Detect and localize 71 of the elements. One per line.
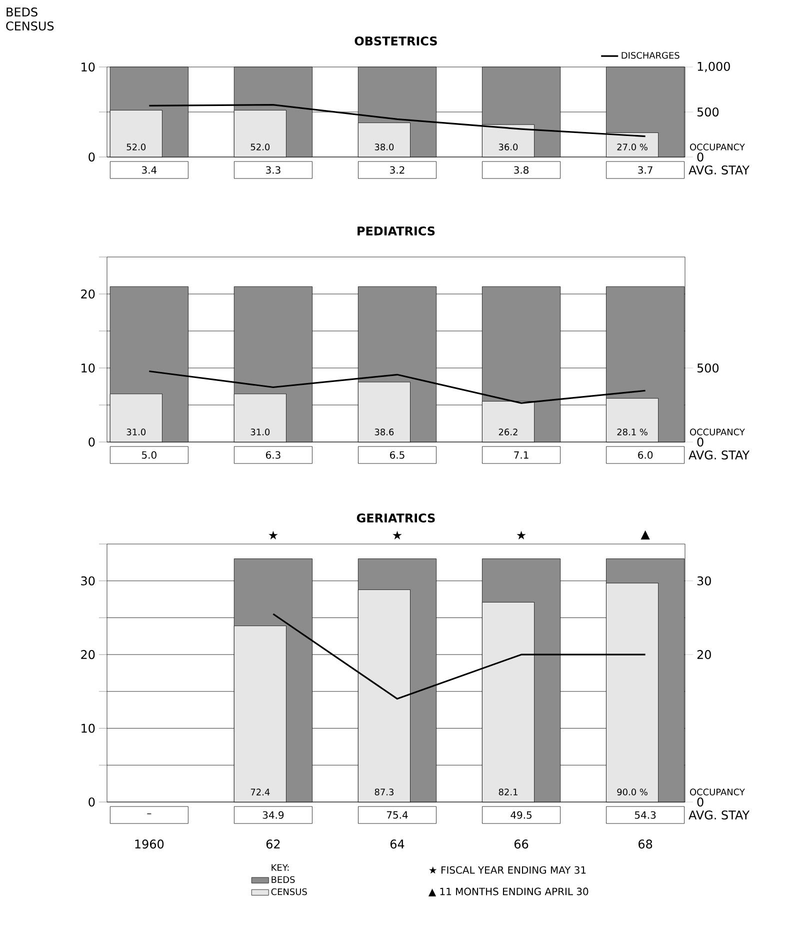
x-tick-label: 64 [390, 840, 404, 849]
y-tick-label: 10 [82, 724, 95, 733]
y2-tick-label: 500 [697, 107, 719, 117]
annotation: 27.0 % [617, 144, 648, 150]
annotation: 52.0 [250, 144, 270, 150]
text: – [147, 813, 152, 814]
y2-tick-label: 500 [697, 363, 719, 373]
y-tick-label: 10 [82, 62, 95, 72]
y-tick-label: 10 [82, 363, 95, 373]
text: 6.5 [390, 451, 404, 459]
text: OCCUPANCY [690, 788, 745, 796]
y-tick-label: 30 [81, 576, 95, 586]
text: 6.0 [638, 451, 653, 459]
text: 5.0 [142, 451, 156, 459]
chart-title: PEDIATRICS [358, 226, 435, 236]
text: AVG. STAY [688, 810, 750, 820]
text: AVG. STAY [688, 450, 750, 460]
text: 6.3 [266, 451, 280, 459]
annotation: 87.3 [374, 788, 394, 796]
annotation: 26.2 [498, 428, 518, 436]
text: 3.7 [638, 166, 652, 174]
x-tick-label: 66 [514, 840, 528, 849]
y2-tick-label: 0 [697, 797, 704, 807]
text: 49.5 [510, 811, 532, 819]
annotation: 52.0 [126, 144, 146, 150]
text: ★ [268, 530, 278, 540]
legend-label: BEDS [272, 876, 295, 883]
chart-title: GERIATRICS [356, 513, 435, 523]
y-axis-title: BEDS CENSUS [6, 8, 54, 30]
text: ▲ 11 MONTHS ENDING APRIL 30 [428, 888, 588, 896]
annotation: 72.4 [250, 788, 270, 796]
legend-label: DISCHARGES [622, 52, 680, 59]
text: 3.3 [266, 166, 280, 174]
text: 54.3 [634, 811, 656, 819]
annotation: 82.1 [498, 788, 518, 796]
y2-tick-label: 0 [697, 437, 704, 447]
y2-tick-label: 0 [697, 152, 704, 162]
y2-tick-label: 20 [697, 650, 711, 660]
annotation: 31.0 [250, 428, 270, 436]
y-tick-label: 0 [88, 797, 95, 807]
text: 3.4 [142, 166, 157, 174]
x-tick-label: 1960 [135, 840, 164, 849]
text: 3.2 [390, 166, 404, 174]
annotation: 38.0 [374, 144, 394, 150]
y2-tick-label: 30 [697, 576, 711, 586]
text: 75.4 [386, 811, 408, 819]
y-tick-label: 20 [81, 650, 95, 660]
text: 34.9 [262, 811, 284, 819]
text: ▲ [640, 530, 650, 540]
annotation: 31.0 [126, 428, 146, 436]
text: 7.1 [514, 451, 528, 459]
y-tick-label: 0 [88, 437, 95, 447]
y2-tick-label: 1,000 [698, 62, 730, 72]
text: ★ FISCAL YEAR ENDING MAY 31 [429, 866, 586, 874]
x-tick-label: 68 [638, 840, 652, 849]
y-tick-label: 20 [81, 289, 95, 299]
annotation: 90.0 % [617, 788, 648, 796]
annotation: 36.0 [498, 144, 518, 150]
text: OCCUPANCY [690, 144, 745, 150]
annotation: 28.1 % [617, 428, 648, 436]
x-tick-label: 62 [266, 840, 280, 849]
legend-title: KEY: [272, 864, 289, 871]
y-tick-label: 0 [88, 152, 95, 162]
text: OCCUPANCY [690, 428, 745, 436]
annotation: 38.6 [374, 428, 394, 436]
text: 3.8 [514, 166, 529, 174]
text: AVG. STAY [688, 165, 750, 175]
legend-label: CENSUS [271, 888, 307, 896]
chart-title: OBSTETRICS [354, 36, 437, 46]
text: ★ [516, 530, 526, 540]
text: ★ [392, 530, 402, 540]
